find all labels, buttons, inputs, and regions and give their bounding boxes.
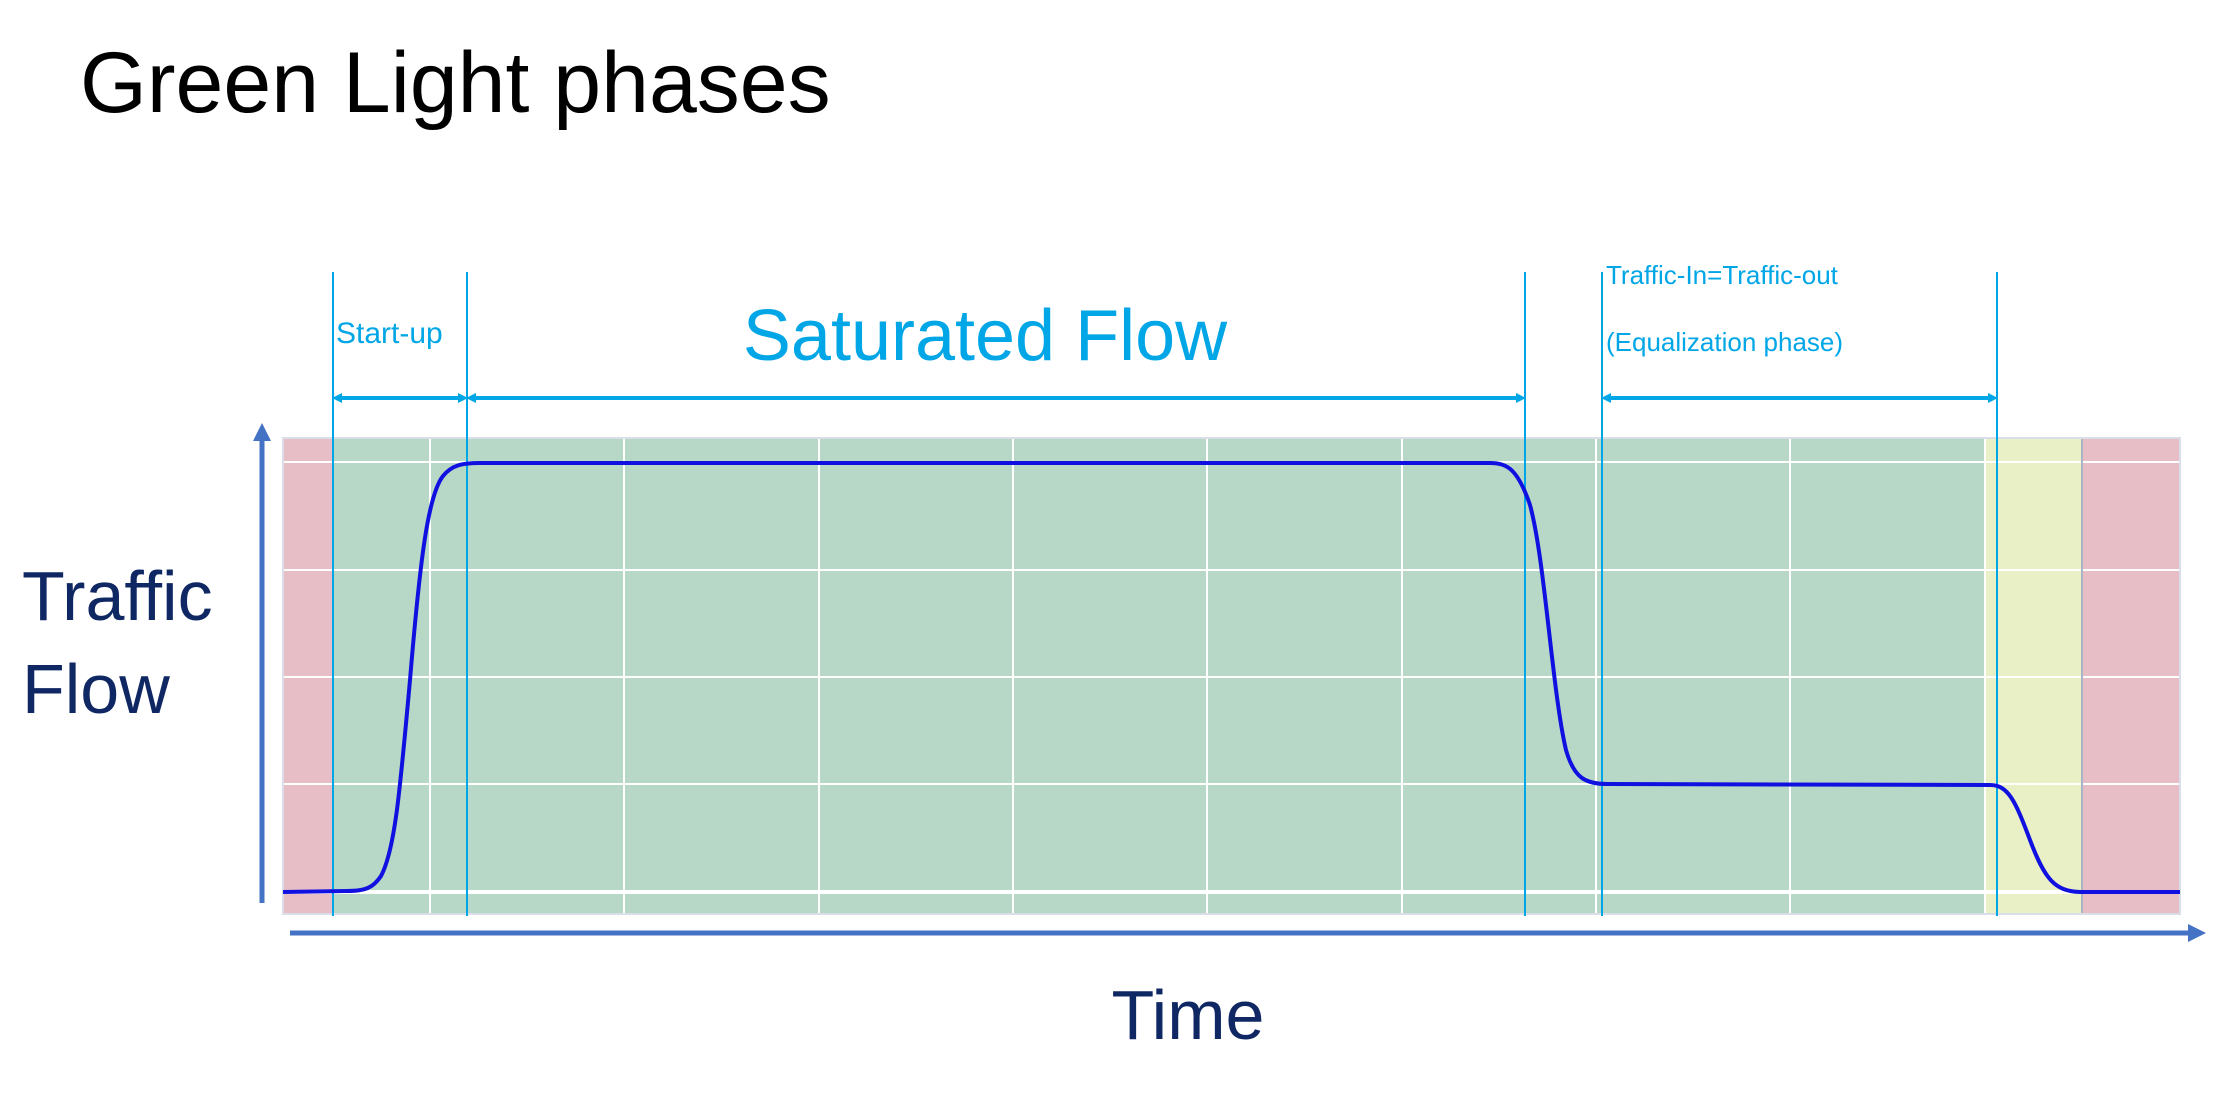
phase-boundaries	[332, 272, 1998, 916]
plot-border	[282, 437, 2181, 915]
saturated-flow-label: Saturated Flow	[743, 296, 1228, 376]
startup-label: Start-up	[336, 317, 443, 350]
y-axis-title-line2: Flow	[22, 650, 170, 728]
slide-title: Green Light phases	[80, 35, 831, 131]
grid	[283, 438, 2180, 914]
x-axis-title: Time	[1112, 976, 1265, 1054]
x-axis-arrowhead	[2188, 924, 2206, 942]
y-axis-title-line1: Traffic	[22, 557, 213, 635]
y-axis-arrowhead	[253, 423, 271, 441]
equalization-label-line2: (Equalization phase)	[1606, 327, 1843, 357]
axes	[253, 423, 2206, 942]
traffic-flow-curve	[282, 461, 2180, 894]
equalization-label-line1: Traffic-In=Traffic-out	[1606, 260, 1839, 290]
